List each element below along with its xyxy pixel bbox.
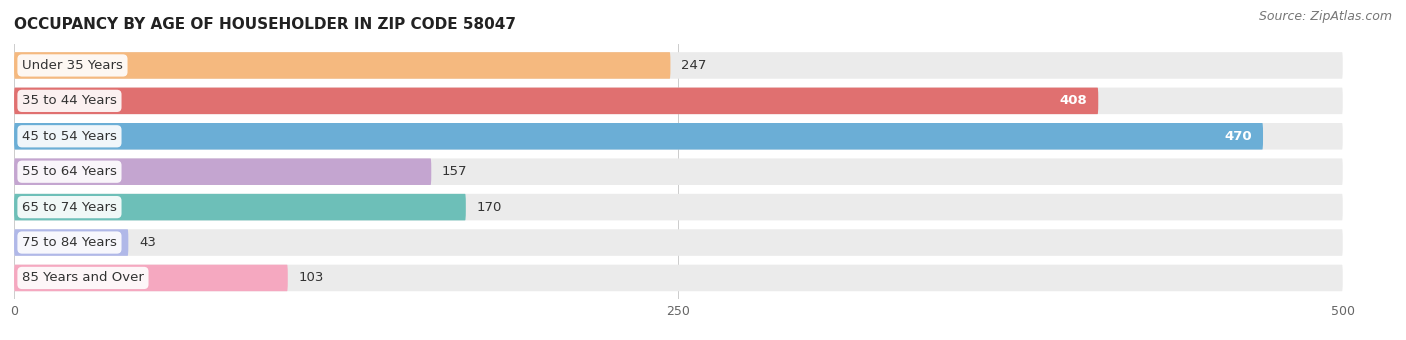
FancyBboxPatch shape bbox=[14, 194, 1343, 220]
FancyBboxPatch shape bbox=[14, 265, 1343, 291]
Text: Source: ZipAtlas.com: Source: ZipAtlas.com bbox=[1258, 10, 1392, 23]
Text: 470: 470 bbox=[1225, 130, 1253, 143]
Text: 408: 408 bbox=[1060, 95, 1088, 107]
FancyBboxPatch shape bbox=[14, 194, 465, 220]
FancyBboxPatch shape bbox=[14, 123, 1343, 150]
FancyBboxPatch shape bbox=[14, 229, 1343, 256]
FancyBboxPatch shape bbox=[14, 52, 1343, 79]
Text: 247: 247 bbox=[681, 59, 706, 72]
Text: 45 to 54 Years: 45 to 54 Years bbox=[22, 130, 117, 143]
FancyBboxPatch shape bbox=[14, 88, 1343, 114]
FancyBboxPatch shape bbox=[14, 52, 671, 79]
Text: 170: 170 bbox=[477, 201, 502, 214]
Text: Under 35 Years: Under 35 Years bbox=[22, 59, 122, 72]
Text: OCCUPANCY BY AGE OF HOUSEHOLDER IN ZIP CODE 58047: OCCUPANCY BY AGE OF HOUSEHOLDER IN ZIP C… bbox=[14, 17, 516, 32]
Text: 85 Years and Over: 85 Years and Over bbox=[22, 271, 143, 285]
Text: 35 to 44 Years: 35 to 44 Years bbox=[22, 95, 117, 107]
Text: 103: 103 bbox=[298, 271, 323, 285]
Text: 75 to 84 Years: 75 to 84 Years bbox=[22, 236, 117, 249]
Text: 65 to 74 Years: 65 to 74 Years bbox=[22, 201, 117, 214]
FancyBboxPatch shape bbox=[14, 88, 1098, 114]
Text: 43: 43 bbox=[139, 236, 156, 249]
FancyBboxPatch shape bbox=[14, 123, 1263, 150]
Text: 157: 157 bbox=[441, 165, 467, 178]
FancyBboxPatch shape bbox=[14, 158, 432, 185]
FancyBboxPatch shape bbox=[14, 229, 128, 256]
Text: 55 to 64 Years: 55 to 64 Years bbox=[22, 165, 117, 178]
FancyBboxPatch shape bbox=[14, 265, 288, 291]
FancyBboxPatch shape bbox=[14, 158, 1343, 185]
